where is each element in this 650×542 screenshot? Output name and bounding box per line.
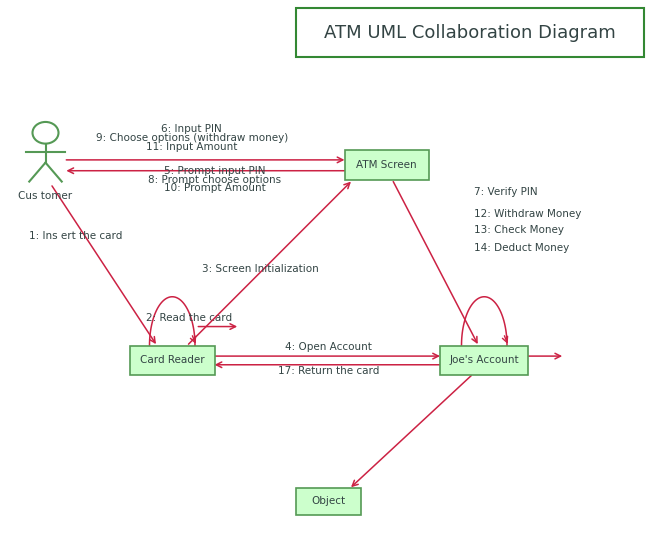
FancyBboxPatch shape (296, 488, 361, 515)
Text: 17: Return the card: 17: Return the card (278, 366, 379, 376)
Text: ATM UML Collaboration Diagram: ATM UML Collaboration Diagram (324, 23, 616, 42)
Text: 11: Input Amount: 11: Input Amount (146, 142, 237, 152)
Text: Joe's Account: Joe's Account (449, 356, 519, 365)
Text: 10: Prompt Amount: 10: Prompt Amount (164, 183, 265, 192)
Text: ATM Screen: ATM Screen (356, 160, 417, 170)
FancyBboxPatch shape (296, 8, 644, 57)
Text: Cus tomer: Cus tomer (18, 191, 73, 201)
FancyBboxPatch shape (344, 150, 429, 180)
Text: 5: Prompt input PIN: 5: Prompt input PIN (164, 166, 265, 176)
Text: 13: Check Money: 13: Check Money (474, 225, 564, 235)
Text: Object: Object (311, 496, 345, 506)
Text: 3: Screen Initialization: 3: Screen Initialization (202, 264, 318, 274)
FancyBboxPatch shape (441, 346, 528, 375)
Text: 4: Open Account: 4: Open Account (285, 343, 372, 352)
Text: 2: Read the card: 2: Read the card (146, 313, 233, 323)
Text: 8: Prompt choose options: 8: Prompt choose options (148, 175, 281, 184)
Text: 7: Verify PIN: 7: Verify PIN (474, 188, 538, 197)
Text: 12: Withdraw Money: 12: Withdraw Money (474, 209, 582, 219)
FancyBboxPatch shape (130, 346, 214, 375)
Text: 1: Ins ert the card: 1: Ins ert the card (29, 231, 123, 241)
Text: Card Reader: Card Reader (140, 356, 205, 365)
Text: 14: Deduct Money: 14: Deduct Money (474, 243, 570, 253)
Text: 6: Input PIN: 6: Input PIN (161, 125, 222, 134)
Text: 9: Choose options (withdraw money): 9: Choose options (withdraw money) (96, 133, 288, 143)
